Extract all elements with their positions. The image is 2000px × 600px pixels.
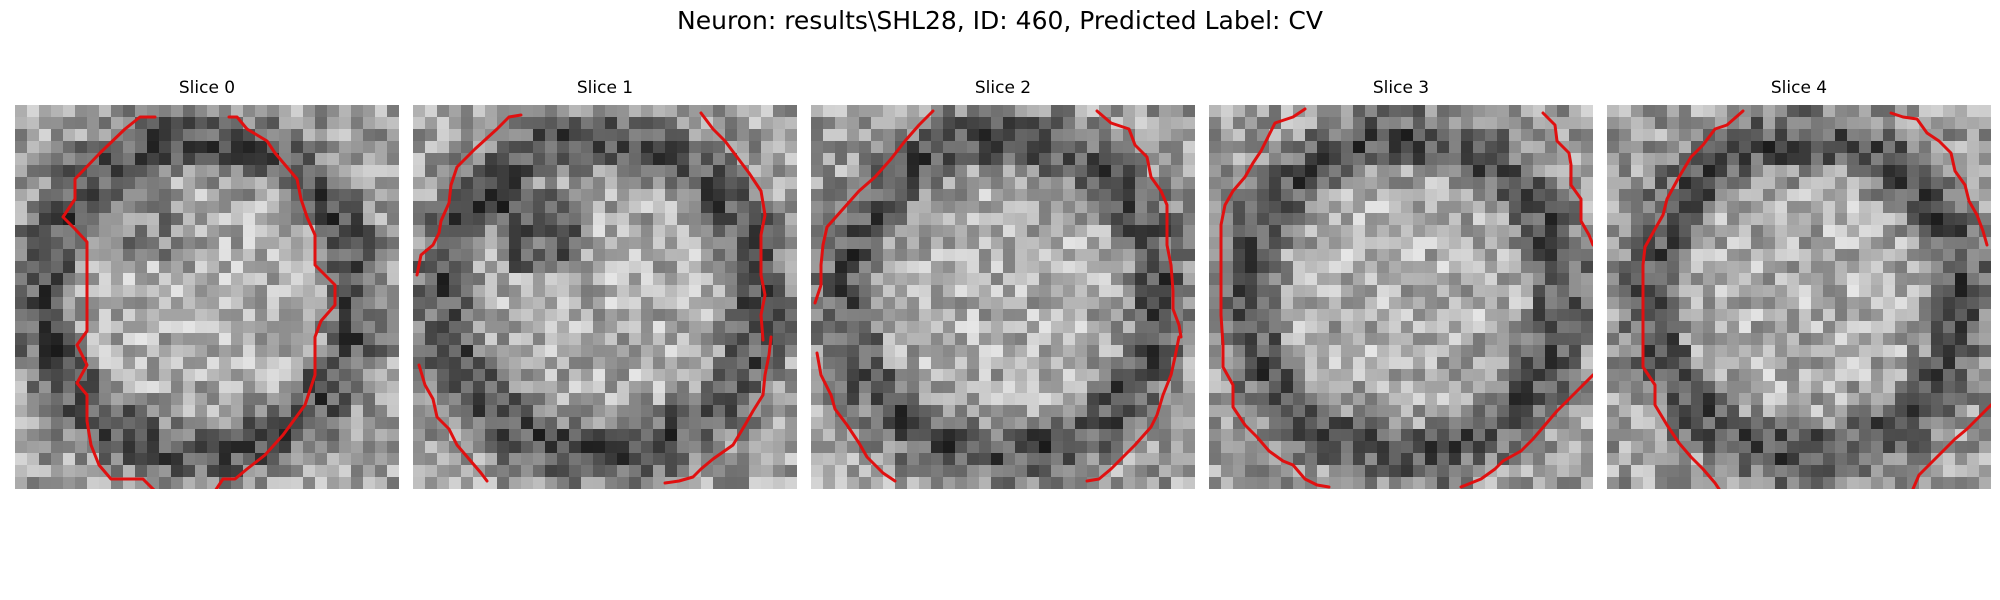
slice-title-2: Slice 2 <box>974 78 1032 98</box>
neuron-contour-3-bottom-right <box>1459 373 1593 489</box>
neuron-contour-4-bottom-right <box>1911 403 1991 489</box>
neuron-contour-3-left <box>1219 107 1331 489</box>
contour-overlay-1 <box>415 111 773 485</box>
contour-overlay-3 <box>1219 107 1593 489</box>
contour-overlay-4 <box>1641 109 1991 489</box>
slice-title-4: Slice 4 <box>1770 78 1828 98</box>
neuron-contour-1-right <box>699 111 767 342</box>
neuron-contour-2-bottom-right <box>1085 335 1181 483</box>
slice-image-4 <box>1607 105 1991 489</box>
contour-overlay-0 <box>61 115 337 489</box>
slice-title-1: Slice 1 <box>576 78 634 98</box>
slice-image-3 <box>1209 105 1593 489</box>
slice-image-0 <box>15 105 399 489</box>
contour-overlay-2 <box>813 109 1183 483</box>
figure-title: Neuron: results\SHL28, ID: 460, Predicte… <box>677 6 1323 35</box>
neuron-contour-2-bottom-left <box>815 351 897 483</box>
neuron-contour-1-bottom-left <box>417 363 489 483</box>
neuron-contour-1-top-left <box>415 113 523 277</box>
neuron-contour-2-top-left <box>813 109 935 305</box>
neuron-contour-0 <box>61 115 337 489</box>
neuron-contour-2-right <box>1095 109 1183 339</box>
neuron-contour-4-top-right <box>1889 111 1989 247</box>
slice-image-1 <box>413 105 797 489</box>
neuron-contour-1-bottom-right <box>663 335 773 485</box>
slice-title-3: Slice 3 <box>1372 78 1430 98</box>
slice-title-0: Slice 0 <box>178 78 236 98</box>
slice-image-2 <box>811 105 1195 489</box>
neuron-contour-3-top-right <box>1541 111 1593 247</box>
neuron-contour-4-left <box>1641 109 1745 489</box>
